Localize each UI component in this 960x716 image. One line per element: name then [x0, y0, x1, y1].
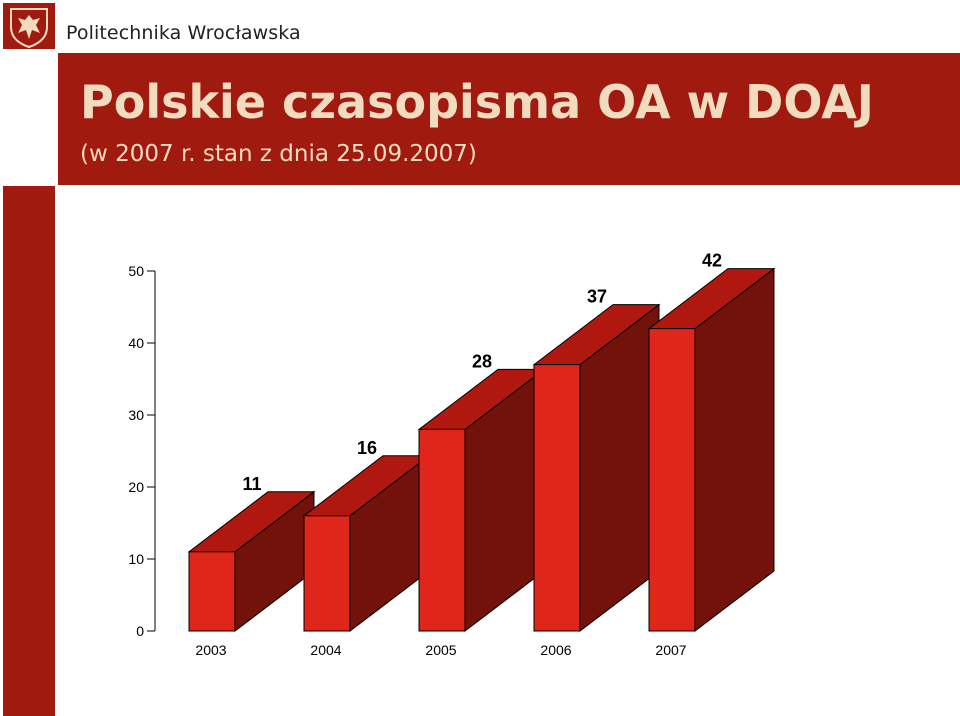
- x-tick-label: 2006: [540, 642, 571, 658]
- university-name: Politechnika Wrocławska: [66, 22, 301, 44]
- data-label: 37: [587, 287, 607, 307]
- x-tick-label: 2003: [195, 642, 226, 658]
- y-tick-label: 30: [128, 407, 144, 423]
- x-tick-label: 2007: [655, 642, 686, 658]
- bar-2003: [187, 490, 316, 633]
- bar-2007: [647, 267, 776, 633]
- bar-front-face: [648, 328, 696, 632]
- page-subtitle: (w 2007 r. stan z dnia 25.09.2007): [80, 141, 477, 167]
- y-tick-label: 0: [136, 623, 144, 639]
- bar-front-face: [303, 515, 351, 632]
- x-tick-label: 2004: [310, 642, 341, 658]
- y-tick-label: 40: [128, 335, 144, 351]
- bar-2005: [417, 368, 546, 633]
- bar-front-face: [418, 428, 466, 632]
- data-label: 11: [242, 474, 261, 494]
- data-label: 28: [472, 351, 492, 371]
- y-tick-label: 10: [128, 551, 144, 567]
- data-label: 42: [702, 251, 722, 271]
- bar-2006: [532, 303, 661, 633]
- bar-2004: [302, 454, 431, 633]
- university-logo: [3, 3, 55, 49]
- eagle-emblem-icon: [10, 8, 48, 49]
- side-accent-bar: [3, 186, 55, 716]
- data-label: 16: [357, 438, 377, 458]
- y-tick-label: 20: [128, 479, 144, 495]
- y-tick-label: 50: [128, 263, 144, 279]
- x-tick-label: 2005: [425, 642, 456, 658]
- title-banner: Polskie czasopisma OA w DOAJ (w 2007 r. …: [58, 53, 960, 185]
- page-title: Polskie czasopisma OA w DOAJ: [80, 75, 874, 129]
- bar-side-face: [694, 267, 775, 633]
- bar-front-face: [533, 364, 581, 632]
- bar-front-face: [188, 551, 236, 632]
